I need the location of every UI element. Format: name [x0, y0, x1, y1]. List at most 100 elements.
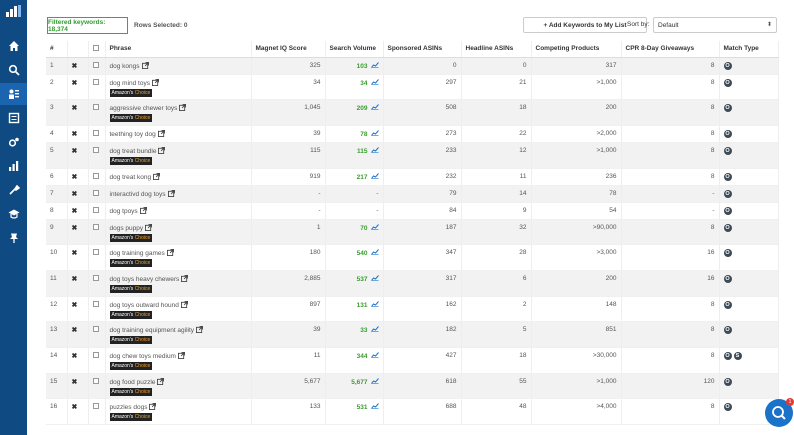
remove-icon[interactable]: ✖ — [71, 173, 78, 181]
external-link-icon[interactable] — [179, 104, 187, 112]
gears-icon[interactable] — [0, 131, 27, 153]
external-link-icon[interactable] — [151, 78, 159, 86]
phrase-text[interactable]: dog training equipment agility — [109, 327, 195, 335]
trend-chart-icon[interactable] — [370, 223, 379, 230]
row-checkbox[interactable] — [92, 249, 99, 256]
match-type-organic-icon[interactable]: O — [723, 146, 732, 155]
trend-chart-icon[interactable] — [370, 326, 379, 333]
logo-icon[interactable] — [6, 5, 21, 17]
analytics-icon[interactable] — [0, 155, 27, 177]
table-row[interactable]: 16 ✖ puzzles dogs Amazon's Choice 133 531 688 4… — [46, 398, 779, 426]
phrase-text[interactable]: dog food puzzle — [109, 378, 156, 386]
table-row[interactable]: 2 ✖ dog mind toys Amazon's Choice 34 34 297 21 >… — [46, 74, 779, 101]
phrase-text[interactable]: dog mind toys — [109, 79, 150, 87]
row-checkbox[interactable] — [92, 129, 99, 136]
row-checkbox[interactable] — [92, 223, 99, 230]
phrase-text[interactable]: teething toy dog — [109, 130, 156, 138]
phrase-text[interactable]: interactivd dog toys — [109, 190, 166, 198]
column-header-magnet-iq[interactable]: Magnet IQ Score — [251, 41, 326, 58]
trend-chart-icon[interactable] — [370, 300, 379, 307]
keyword-research-icon[interactable] — [0, 83, 27, 105]
remove-icon[interactable]: ✖ — [71, 62, 78, 70]
table-row[interactable]: 3 ✖ aggressive chewer toys Amazon's Choice 1… — [46, 99, 779, 126]
table-row[interactable]: 9 ✖ dogs puppy Amazon's Choice 1 70 187 32 >90,0… — [46, 219, 779, 246]
trend-chart-icon[interactable] — [370, 130, 379, 136]
match-type-organic-icon[interactable]: O — [723, 129, 732, 138]
trend-chart-icon[interactable] — [370, 78, 379, 85]
remove-icon[interactable]: ✖ — [71, 327, 78, 335]
phrase-text[interactable]: dog chew toys medium — [109, 353, 176, 360]
row-checkbox[interactable] — [92, 377, 99, 384]
external-link-icon[interactable] — [149, 403, 157, 411]
match-type-organic-icon[interactable]: O — [723, 223, 732, 232]
trend-chart-icon[interactable] — [370, 275, 379, 281]
column-header-select-all[interactable] — [88, 41, 106, 58]
trend-chart-icon[interactable] — [370, 61, 379, 68]
column-header-number[interactable]: # — [46, 41, 68, 58]
row-checkbox[interactable] — [92, 104, 99, 111]
trend-chart-icon[interactable] — [370, 104, 379, 110]
sort-select[interactable]: Default ⬍ — [653, 17, 777, 33]
external-link-icon[interactable] — [145, 223, 153, 231]
pin-icon[interactable] — [0, 227, 27, 249]
trend-chart-icon[interactable] — [370, 377, 379, 384]
match-type-sponsored-icon[interactable]: S — [733, 352, 742, 360]
trend-chart-icon[interactable] — [370, 147, 379, 153]
row-checkbox[interactable] — [92, 172, 99, 179]
external-link-icon[interactable] — [157, 129, 165, 137]
trend-chart-icon[interactable] — [370, 249, 379, 256]
table-row[interactable]: 12 ✖ dog toys outward hound Amazon's Choice… — [46, 296, 779, 323]
match-type-organic-icon[interactable]: O — [723, 326, 732, 335]
remove-icon[interactable]: ✖ — [71, 207, 78, 215]
column-header-search-volume[interactable]: Search Volume — [325, 41, 384, 58]
row-checkbox[interactable] — [92, 78, 99, 85]
trend-chart-icon[interactable] — [370, 403, 379, 410]
column-header-phrase[interactable]: Phrase — [105, 41, 252, 58]
external-link-icon[interactable] — [166, 249, 174, 257]
match-type-organic-icon[interactable]: O — [723, 352, 732, 360]
table-row[interactable]: 15 ✖ dog food puzzle Amazon's Choice 5,677 5,… — [46, 373, 779, 400]
match-type-organic-icon[interactable]: O — [723, 61, 732, 70]
listing-icon[interactable] — [0, 107, 27, 129]
remove-icon[interactable]: ✖ — [71, 130, 78, 138]
column-header-match-type[interactable]: Match Type — [719, 41, 779, 58]
match-type-organic-icon[interactable]: O — [723, 206, 732, 215]
external-link-icon[interactable] — [153, 172, 161, 180]
table-row[interactable]: 7 ✖ interactivd dog toys - -79 14 78- O — [46, 185, 779, 203]
table-row[interactable]: 11 ✖ dog toys heavy chewers Amazon's Choice… — [46, 270, 779, 297]
match-type-organic-icon[interactable]: O — [723, 249, 732, 258]
remove-icon[interactable]: ✖ — [71, 353, 78, 360]
external-link-icon[interactable] — [141, 61, 149, 69]
remove-icon[interactable]: ✖ — [71, 105, 78, 113]
table-row[interactable]: 8 ✖ dog tpoys - -84 9 54- O — [46, 202, 779, 220]
phrase-text[interactable]: aggressive chewer toys — [109, 105, 178, 113]
remove-icon[interactable]: ✖ — [71, 224, 78, 232]
row-checkbox[interactable] — [92, 300, 99, 307]
trend-chart-icon[interactable] — [370, 172, 379, 179]
table-row[interactable]: 14 ✖ dog chew toys medium Amazon's Choice 11… — [46, 347, 779, 374]
remove-icon[interactable]: ✖ — [71, 250, 78, 258]
remove-icon[interactable]: ✖ — [71, 79, 78, 87]
match-type-organic-icon[interactable]: O — [723, 78, 732, 87]
match-type-organic-icon[interactable]: O — [723, 189, 732, 198]
column-header-competing-products[interactable]: Competing Products — [531, 41, 622, 58]
table-row[interactable]: 10 ✖ dog training games Amazon's Choice 180 5… — [46, 244, 779, 271]
row-checkbox[interactable] — [92, 274, 99, 281]
match-type-organic-icon[interactable]: O — [723, 274, 732, 283]
match-type-organic-icon[interactable]: O — [723, 172, 732, 181]
external-link-icon[interactable] — [167, 189, 175, 197]
table-row[interactable]: 13 ✖ dog training equipment agility Amazon'… — [46, 321, 779, 348]
match-type-organic-icon[interactable]: O — [723, 377, 732, 386]
select-all-checkbox[interactable] — [92, 44, 99, 51]
column-header-sponsored-asins[interactable]: Sponsored ASINs — [383, 41, 462, 58]
match-type-organic-icon[interactable]: O — [723, 403, 732, 412]
home-icon[interactable] — [0, 35, 27, 57]
remove-icon[interactable]: ✖ — [71, 378, 78, 386]
academy-icon[interactable] — [0, 203, 27, 225]
tools-icon[interactable] — [0, 179, 27, 201]
remove-icon[interactable]: ✖ — [71, 404, 78, 412]
add-keywords-button[interactable]: + Add Keywords to My List — [523, 17, 647, 33]
external-link-icon[interactable] — [139, 206, 147, 214]
row-checkbox[interactable] — [92, 189, 99, 196]
external-link-icon[interactable] — [158, 146, 166, 154]
